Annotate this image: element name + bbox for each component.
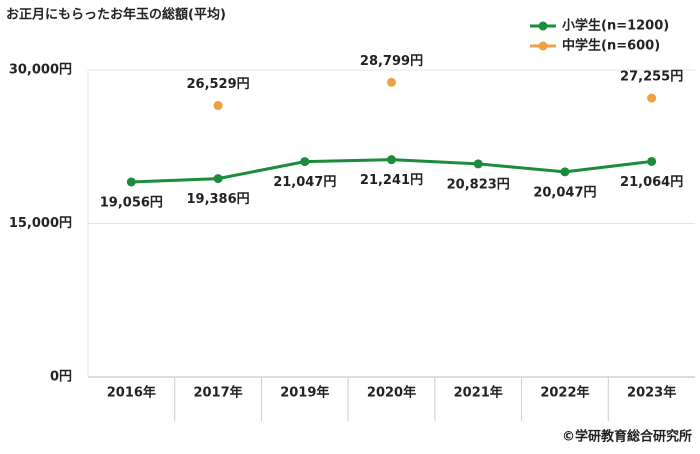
y-tick-label: 15,000円 — [9, 216, 72, 231]
x-tick-label: 2017年 — [193, 385, 242, 401]
y-tick-label: 0円 — [50, 370, 72, 385]
data-label: 20,047円 — [533, 185, 596, 200]
legend-label: 小学生(n=1200) — [562, 18, 669, 34]
legend-label: 中学生(n=600) — [562, 38, 660, 54]
x-tick-label: 2016年 — [107, 385, 156, 401]
x-tick-label: 2020年 — [367, 385, 416, 401]
data-point — [647, 156, 657, 166]
data-point — [387, 155, 396, 165]
data-label: 19,386円 — [186, 192, 249, 207]
source: ©学研教育総合研究所 — [562, 429, 692, 445]
x-tick-label: 2019年 — [280, 385, 329, 401]
data-label: 27,255円 — [620, 70, 683, 85]
x-tick-label: 2021年 — [454, 385, 503, 401]
data-label: 21,047円 — [273, 175, 336, 190]
data-point — [213, 101, 223, 111]
x-tick-label: 2022年 — [540, 385, 589, 401]
x-tick-label: 2023年 — [627, 385, 676, 401]
data-label: 21,241円 — [360, 173, 423, 188]
data-point — [560, 167, 570, 177]
data-point — [300, 157, 310, 167]
data-point — [473, 159, 483, 169]
chart-title: お正月にもらったお年玉の総額(平均) — [6, 7, 226, 23]
data-point — [213, 174, 223, 184]
data-label: 21,064円 — [620, 175, 683, 190]
y-tick-label: 30,000円 — [9, 63, 72, 78]
data-point — [387, 77, 396, 87]
data-label: 19,056円 — [100, 195, 163, 210]
data-label: 26,529円 — [186, 77, 249, 92]
data-label: 20,823円 — [447, 177, 510, 192]
legend-marker — [538, 21, 548, 31]
legend-marker — [538, 41, 548, 51]
data-label: 28,799円 — [360, 54, 423, 69]
data-point — [647, 93, 657, 103]
data-point — [126, 177, 136, 187]
